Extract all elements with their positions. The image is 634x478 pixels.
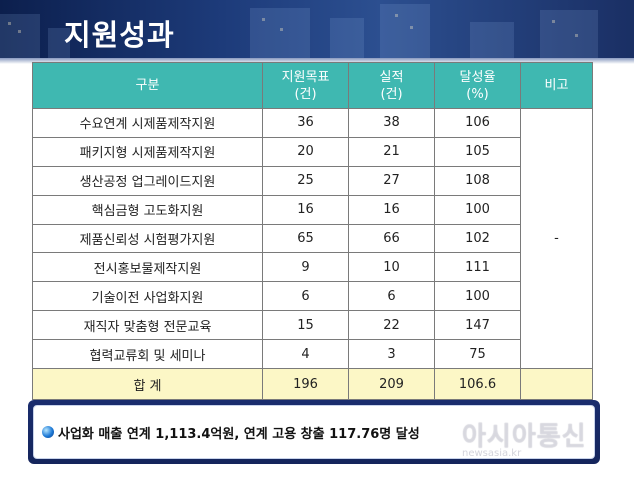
table-row: 협력교류회 및 세미나 4 3 75	[32, 339, 593, 370]
total-remark	[520, 368, 593, 401]
table-row: 제품신뢰성 시험평가지원 65 66 102	[32, 223, 593, 254]
summary-text: 사업화 매출 연계 1,113.4억원, 연계 고용 창출 117.76명 달성	[58, 426, 420, 442]
row-target: 4	[262, 339, 349, 370]
row-category: 제품신뢰성 시험평가지원	[32, 223, 263, 254]
header-actual: 실적 (건)	[348, 62, 435, 109]
row-actual: 3	[348, 339, 435, 370]
table-row: 기술이전 사업화지원 6 6 100	[32, 281, 593, 312]
row-actual: 10	[348, 252, 435, 283]
row-target: 36	[262, 108, 349, 138]
page-title: 지원성과	[64, 18, 175, 52]
table-row: 패키지형 시제품제작지원 20 21 105	[32, 136, 593, 167]
total-row: 합 계 196 209 106.6	[32, 368, 593, 401]
remark-cell: -	[520, 107, 593, 370]
row-category: 생산공정 업그레이드지원	[32, 165, 263, 196]
watermark-url: newsasia.kr	[462, 448, 522, 459]
table-header-row: 구분 지원목표 (건) 실적 (건) 달성율 (%) 비고	[32, 62, 593, 109]
row-rate: 106	[434, 108, 521, 138]
table-row: 핵심금형 고도화지원 16 16 100	[32, 194, 593, 225]
row-actual: 66	[348, 223, 435, 254]
row-rate: 111	[434, 252, 521, 283]
table-row: 재직자 맞춤형 전문교육 15 22 147	[32, 310, 593, 341]
row-target: 25	[262, 165, 349, 196]
header-target: 지원목표 (건)	[262, 62, 349, 109]
header-remark: 비고	[520, 62, 593, 109]
row-category: 수요연계 시제품제작지원	[32, 108, 263, 138]
row-target: 15	[262, 310, 349, 341]
bullet-icon	[42, 426, 54, 438]
header-rate: 달성율 (%)	[434, 62, 521, 109]
row-rate: 108	[434, 165, 521, 196]
row-category: 협력교류회 및 세미나	[32, 339, 263, 370]
total-actual: 209	[348, 368, 435, 401]
row-actual: 38	[348, 108, 435, 138]
row-actual: 27	[348, 165, 435, 196]
row-target: 20	[262, 136, 349, 167]
row-target: 65	[262, 223, 349, 254]
watermark-logo: 아시아통신	[462, 422, 587, 452]
total-label: 합 계	[32, 368, 263, 401]
row-rate: 75	[434, 339, 521, 370]
total-rate: 106.6	[434, 368, 521, 401]
total-target: 196	[262, 368, 349, 401]
row-rate: 105	[434, 136, 521, 167]
row-actual: 6	[348, 281, 435, 312]
row-category: 재직자 맞춤형 전문교육	[32, 310, 263, 341]
summary-inner: 사업화 매출 연계 1,113.4억원, 연계 고용 창출 117.76명 달성	[33, 405, 595, 459]
row-category: 패키지형 시제품제작지원	[32, 136, 263, 167]
row-category: 전시홍보물제작지원	[32, 252, 263, 283]
row-rate: 100	[434, 281, 521, 312]
row-category: 핵심금형 고도화지원	[32, 194, 263, 225]
header-category: 구분	[32, 62, 263, 109]
table-row: 수요연계 시제품제작지원 36 38 106 -	[32, 107, 593, 370]
header-shadow	[0, 58, 634, 64]
row-category: 기술이전 사업화지원	[32, 281, 263, 312]
row-rate: 102	[434, 223, 521, 254]
performance-table: 구분 지원목표 (건) 실적 (건) 달성율 (%) 비고 수요연계 시제품제작…	[32, 62, 593, 401]
row-rate: 147	[434, 310, 521, 341]
row-actual: 21	[348, 136, 435, 167]
row-target: 9	[262, 252, 349, 283]
row-actual: 22	[348, 310, 435, 341]
row-target: 16	[262, 194, 349, 225]
row-actual: 16	[348, 194, 435, 225]
row-target: 6	[262, 281, 349, 312]
summary-box: 사업화 매출 연계 1,113.4억원, 연계 고용 창출 117.76명 달성	[28, 400, 600, 464]
table-row: 전시홍보물제작지원 9 10 111	[32, 252, 593, 283]
header-band: 지원성과	[0, 0, 634, 58]
table-row: 생산공정 업그레이드지원 25 27 108	[32, 165, 593, 196]
row-rate: 100	[434, 194, 521, 225]
